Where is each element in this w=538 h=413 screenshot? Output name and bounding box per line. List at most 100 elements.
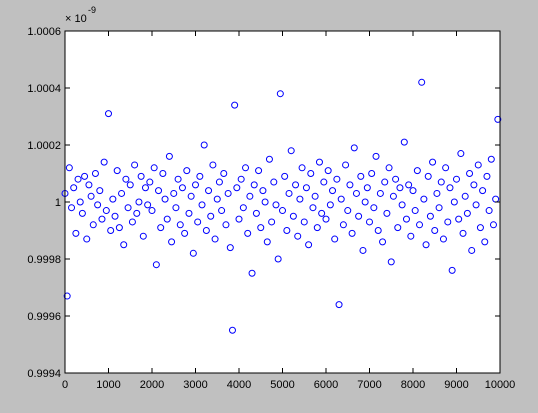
scatter-point [126, 181, 134, 189]
scatter-point [311, 192, 319, 200]
scatter-point [83, 235, 91, 243]
scatter-point [289, 212, 297, 220]
scatter-point [283, 227, 291, 234]
scatter-point [185, 209, 193, 217]
scatter-point [294, 232, 302, 240]
scatter-point [285, 189, 293, 197]
scatter-point [315, 158, 323, 166]
y-tick-label: 1.0004 [27, 83, 61, 95]
scatter-point [411, 207, 419, 215]
scatter-point [302, 184, 310, 192]
scatter-point [431, 227, 439, 234]
scatter-point [307, 170, 315, 177]
scatter-point [483, 172, 491, 180]
scatter-point [231, 101, 239, 109]
scatter-point [333, 175, 341, 183]
scatter-point [481, 238, 489, 246]
scatter-point [437, 178, 445, 186]
scatter-point [470, 181, 478, 189]
scatter-point [487, 155, 495, 163]
scatter-point [379, 238, 387, 246]
scatter-point [402, 215, 410, 223]
scatter-point [98, 215, 106, 223]
scatter-point [200, 141, 208, 149]
scatter-point [392, 175, 400, 183]
scatter-point [335, 301, 343, 309]
scatter-point [157, 224, 165, 232]
scatter-point [242, 164, 250, 172]
scatter-point [89, 221, 97, 229]
scatter-point [476, 224, 484, 232]
scatter-point [87, 192, 95, 200]
scatter-point [383, 209, 391, 217]
scatter-point [100, 158, 108, 166]
scatter-point [268, 218, 276, 226]
scatter-point [68, 204, 76, 212]
scatter-point [246, 192, 254, 200]
scatter-point [237, 175, 245, 183]
scatter-point [368, 170, 376, 177]
scatter-point [270, 178, 278, 186]
scatter-point [96, 187, 104, 195]
scatter-point [192, 181, 199, 189]
axis-exponent-base: × 10 [65, 13, 87, 25]
scatter-point [326, 201, 334, 209]
scatter-point [357, 172, 365, 180]
scatter-point [348, 229, 356, 237]
scatter-point [152, 261, 160, 269]
scatter-point [189, 249, 197, 257]
scatter-point [413, 167, 421, 175]
scatter-point [113, 167, 121, 175]
scatter-point [300, 218, 308, 226]
y-tick-label: 1.0002 [27, 140, 61, 152]
scatter-point [118, 189, 126, 197]
scatter-point [459, 229, 467, 237]
scatter-point [209, 161, 217, 169]
scatter-point [439, 235, 447, 243]
scatter-point [81, 172, 89, 180]
scatter-point [444, 218, 452, 226]
scatter-point [133, 209, 141, 217]
scatter-point [352, 189, 360, 197]
scatter-point [168, 238, 176, 246]
scatter-point [281, 172, 289, 180]
scatter-point [211, 235, 219, 243]
scatter-point [228, 326, 236, 334]
scatter-point [272, 201, 280, 209]
scatter-point [342, 161, 350, 169]
scatter-point [448, 266, 456, 274]
x-tick-label: 7000 [357, 379, 381, 391]
scatter-point [172, 204, 180, 212]
scatter-point [387, 258, 395, 266]
scatter-point [250, 181, 258, 189]
scatter-point [296, 195, 304, 203]
scatter-point [124, 204, 132, 212]
scatter-point [474, 161, 482, 169]
scatter-point [261, 198, 269, 206]
scatter-point [331, 235, 339, 243]
scatter-point [65, 164, 73, 172]
scatter-point [416, 221, 424, 229]
scatter-point [233, 184, 241, 192]
scatter-point [337, 195, 345, 203]
scatter-point [370, 204, 378, 212]
scatter-point [318, 209, 326, 217]
scatter-point [122, 175, 130, 183]
scatter-point [346, 181, 354, 189]
scatter-point [215, 178, 223, 186]
plot-area [65, 31, 500, 373]
scatter-point [194, 218, 202, 226]
scatter-point [298, 164, 306, 172]
scatter-point [394, 224, 402, 232]
scatter-point [435, 204, 443, 212]
scatter-point [433, 189, 441, 197]
scatter-point [144, 201, 152, 209]
scatter-point [389, 192, 397, 200]
scatter-point [135, 198, 143, 206]
scatter-point [466, 170, 474, 177]
x-tick-label: 10000 [485, 379, 516, 391]
scatter-point [207, 212, 215, 220]
scatter-point [485, 207, 493, 215]
